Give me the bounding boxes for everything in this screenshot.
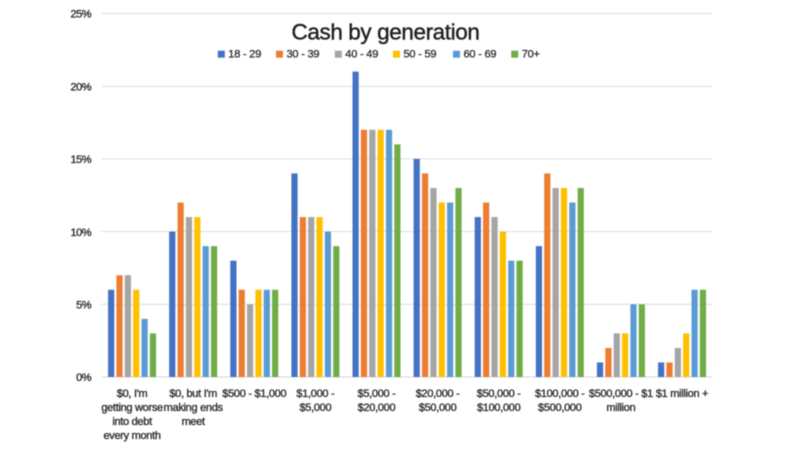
svg-text:$20,000 -: $20,000 - xyxy=(416,388,460,400)
svg-text:Cash by generation: Cash by generation xyxy=(292,20,480,45)
svg-text:$500 - $1,000: $500 - $1,000 xyxy=(222,388,286,400)
svg-text:20%: 20% xyxy=(70,81,91,93)
svg-text:million: million xyxy=(606,402,635,414)
svg-text:10%: 10% xyxy=(70,227,91,239)
svg-text:60 - 69: 60 - 69 xyxy=(464,49,497,61)
svg-text:$500,000: $500,000 xyxy=(538,402,582,414)
svg-text:$50,000 -: $50,000 - xyxy=(477,388,521,400)
svg-text:$1 million +: $1 million + xyxy=(656,388,708,400)
svg-text:making ends: making ends xyxy=(164,402,224,414)
svg-text:$100,000: $100,000 xyxy=(477,402,521,414)
svg-text:$50,000: $50,000 xyxy=(419,402,457,414)
svg-text:$1,000 -: $1,000 - xyxy=(296,388,335,400)
svg-text:30 - 39: 30 - 39 xyxy=(287,49,320,61)
svg-text:$500,000 - $1: $500,000 - $1 xyxy=(589,388,653,400)
svg-text:$100,000 -: $100,000 - xyxy=(535,388,585,400)
svg-text:25%: 25% xyxy=(70,9,91,21)
svg-text:$20,000: $20,000 xyxy=(358,402,396,414)
svg-text:50 - 59: 50 - 59 xyxy=(404,49,437,61)
svg-text:$5,000 -: $5,000 - xyxy=(358,388,397,400)
svg-text:40 - 49: 40 - 49 xyxy=(345,49,378,61)
svg-text:meet: meet xyxy=(182,416,205,428)
svg-text:$5,000: $5,000 xyxy=(299,402,331,414)
svg-text:into debt: into debt xyxy=(112,416,152,428)
svg-text:15%: 15% xyxy=(70,154,91,166)
svg-text:5%: 5% xyxy=(76,300,92,312)
svg-text:$0, I'm: $0, I'm xyxy=(117,388,148,400)
svg-text:every month: every month xyxy=(103,430,160,442)
svg-text:18 - 29: 18 - 29 xyxy=(228,49,261,61)
svg-text:$0, but I'm: $0, but I'm xyxy=(169,388,217,400)
svg-text:getting worse: getting worse xyxy=(101,402,163,414)
svg-text:0%: 0% xyxy=(76,372,92,384)
svg-text:70+: 70+ xyxy=(522,49,540,61)
